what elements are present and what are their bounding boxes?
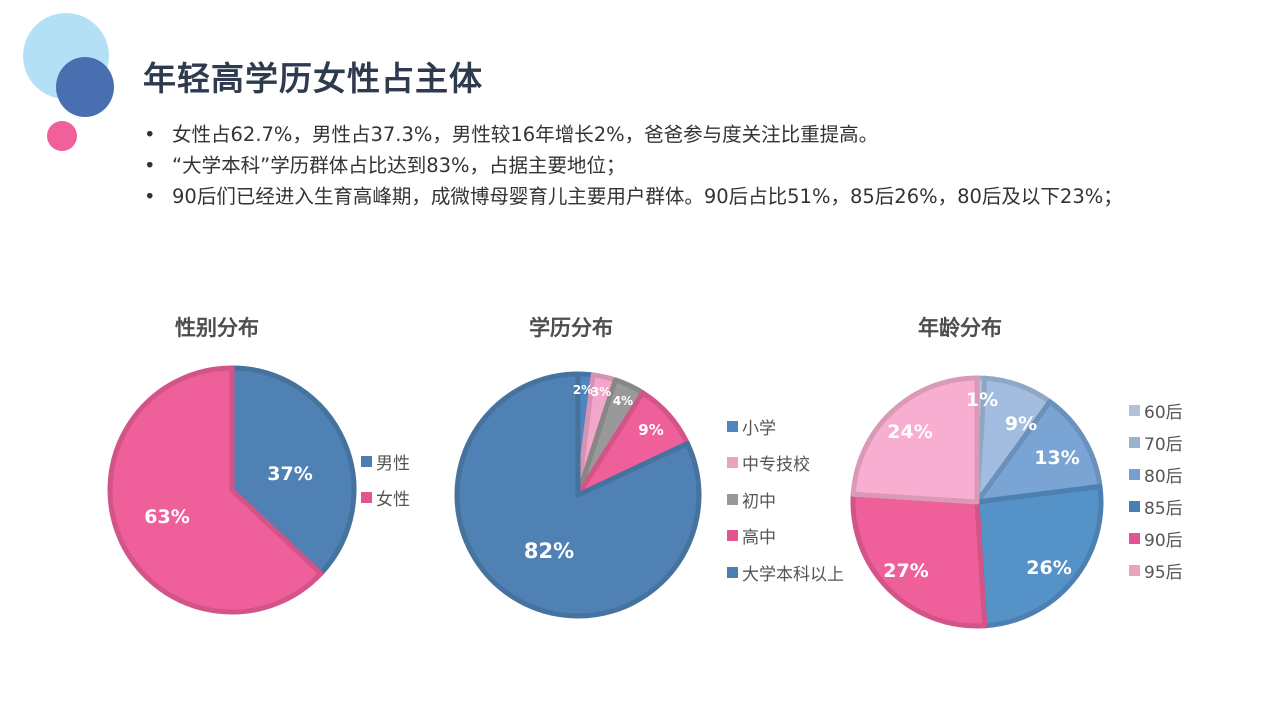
legend-swatch-icon (1129, 436, 1140, 448)
decor-circle-pink (47, 121, 77, 151)
pie-data-label: 2% (573, 383, 593, 397)
bullet-dot-icon: • (144, 154, 156, 177)
pie-chart-age: 1% 9% 13% 26% 27% 24% (850, 375, 1104, 629)
pie-slice (850, 491, 988, 629)
legend-item: 70后 (1129, 426, 1183, 458)
pie-data-label: 4% (613, 394, 633, 408)
legend-item: 90后 (1129, 522, 1183, 554)
legend-swatch-icon (727, 493, 738, 505)
pie-chart-gender: 37% 63% (107, 365, 357, 615)
legend-gender: 男性 女性 (361, 445, 410, 513)
legend-item: 60后 (1129, 394, 1183, 426)
pie-data-label: 37% (267, 463, 312, 485)
pie-data-label: 63% (144, 506, 189, 528)
legend-swatch-icon (1129, 564, 1140, 576)
legend-item: 95后 (1129, 554, 1183, 586)
pie-data-label: 27% (883, 560, 928, 582)
bullet-item: • “大学本科”学历群体占比达到83%，占据主要地位； (140, 150, 1200, 181)
legend-age: 60后 70后 80后 85后 90后 95后 (1129, 394, 1183, 586)
legend-swatch-icon (1129, 404, 1140, 416)
pie-slice (229, 365, 357, 577)
pie-data-label: 9% (638, 421, 663, 439)
legend-item: 大学本科以上 (727, 554, 844, 591)
pie-data-label: 3% (591, 385, 611, 399)
pie-slice (974, 483, 1104, 629)
pie-data-label: 9% (1005, 413, 1037, 435)
legend-item: 85后 (1129, 490, 1183, 522)
legend-swatch-icon (727, 420, 738, 432)
pie-data-label: 24% (887, 421, 932, 443)
bullet-list: • 女性占62.7%，男性占37.3%，男性较16年增长2%，爸爸参与度关注比重提… (140, 119, 1200, 212)
legend-swatch-icon (361, 491, 372, 503)
legend-swatch-icon (727, 566, 738, 578)
pie-data-label: 82% (524, 539, 574, 563)
pie-chart-education: 2%3%4% 9% 82% (454, 371, 702, 619)
pie-slice (974, 399, 1103, 505)
bullet-item: • 女性占62.7%，男性占37.3%，男性较16年增长2%，爸爸参与度关注比重提… (140, 119, 1200, 150)
legend-swatch-icon (727, 457, 738, 469)
page-title: 年轻高学历女性占主体 (143, 59, 483, 98)
pie-slice (454, 371, 702, 619)
bullet-item: • 90后们已经进入生育高峰期，成微博母婴育儿主要用户群体。90后占比51%，85… (140, 181, 1200, 212)
legend-swatch-icon (1129, 468, 1140, 480)
legend-item: 小学 (727, 408, 844, 445)
pie-slice (107, 365, 324, 615)
legend-item: 高中 (727, 518, 844, 555)
bullet-dot-icon: • (144, 123, 156, 146)
legend-swatch-icon (1129, 500, 1140, 512)
chart-title-gender: 性别分布 (175, 316, 259, 340)
chart-title-age: 年龄分布 (918, 316, 1002, 340)
legend-swatch-icon (361, 455, 372, 467)
legend-item: 初中 (727, 481, 844, 518)
chart-title-education: 学历分布 (529, 316, 613, 340)
legend-item: 80后 (1129, 458, 1183, 490)
pie-data-label: 26% (1026, 557, 1071, 579)
pie-slice (850, 375, 980, 505)
legend-swatch-icon (727, 530, 738, 542)
bullet-dot-icon: • (144, 185, 156, 208)
pie-data-label: 13% (1034, 447, 1079, 469)
legend-item: 女性 (361, 481, 410, 513)
legend-swatch-icon (1129, 532, 1140, 544)
legend-education: 小学 中专技校 初中 高中 大学本科以上 (727, 408, 844, 591)
decor-circle-dark-blue (56, 57, 114, 117)
legend-item: 男性 (361, 445, 410, 477)
legend-item: 中专技校 (727, 445, 844, 482)
pie-data-label: 1% (966, 389, 998, 411)
